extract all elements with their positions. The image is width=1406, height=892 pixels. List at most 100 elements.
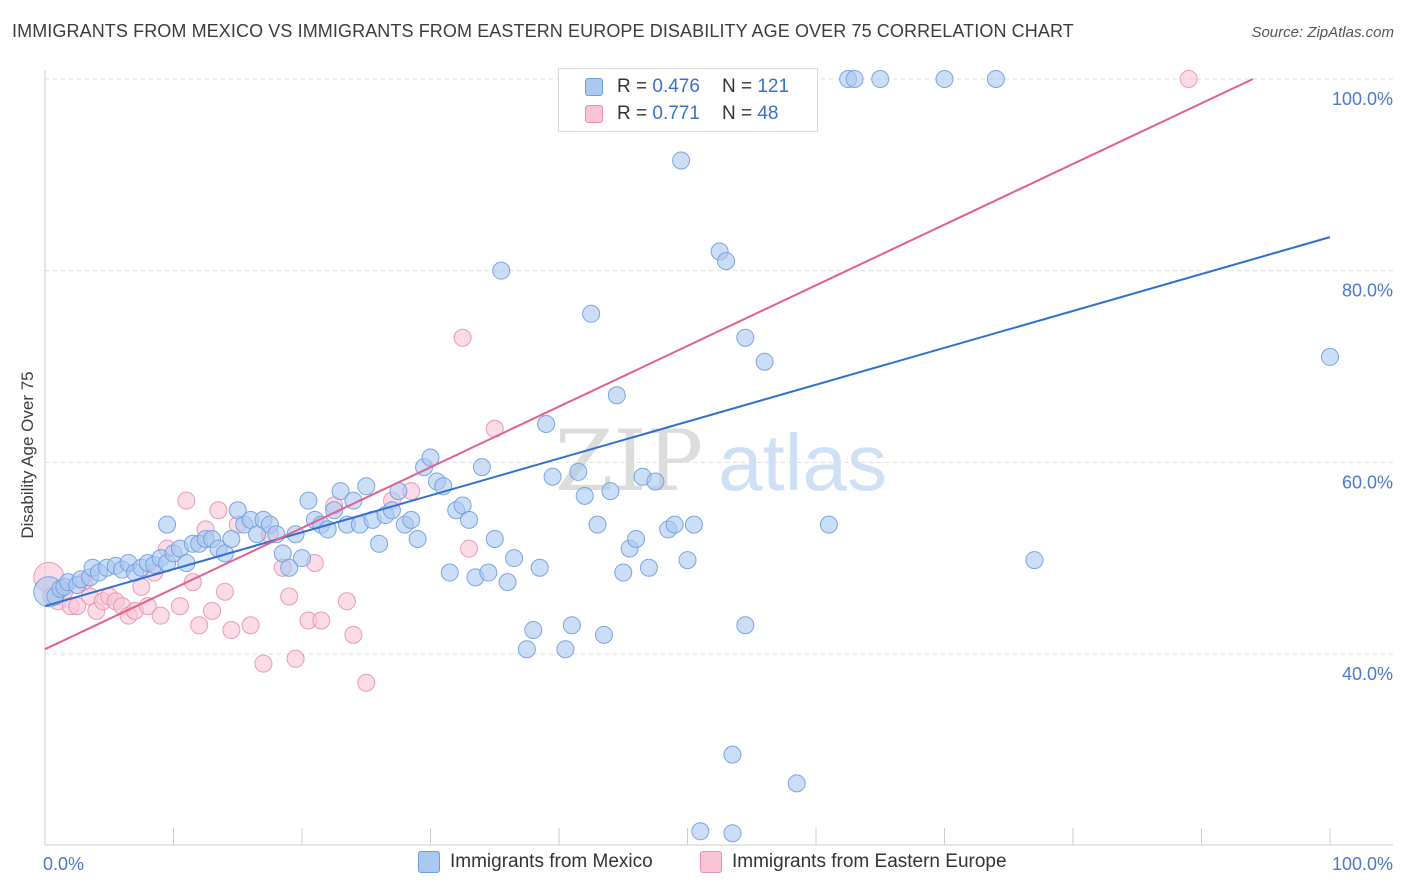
eastern-europe-point: [286, 649, 305, 668]
mexico-point: [299, 491, 318, 510]
mexico-point: [639, 558, 658, 577]
mexico-point: [158, 515, 177, 534]
mexico-point: [537, 415, 556, 433]
mexico-point: [871, 70, 890, 88]
mexico-point: [440, 563, 459, 582]
mexico-point: [505, 549, 524, 568]
mexico-point: [588, 515, 607, 534]
mexico-point: [357, 477, 376, 496]
eastern-europe-point: [209, 501, 228, 520]
tick-labels: 40.0% 60.0% 80.0% 100.0% 0.0% 100.0%: [43, 89, 1393, 874]
y-axis-label: Disability Age Over 75: [18, 371, 37, 538]
mexico-point: [402, 510, 421, 529]
mexico-point: [935, 70, 954, 88]
mexico-point: [1321, 347, 1339, 366]
mexico-point: [1025, 551, 1044, 570]
mexico-point: [492, 261, 511, 280]
mexico-point: [222, 530, 241, 548]
y-tick-label: 100.0%: [1332, 89, 1393, 109]
bottom-legend-label-mexico: Immigrants from Mexico: [450, 851, 653, 872]
legend-swatch-eastern-europe: [585, 105, 603, 123]
mexico-point: [672, 151, 691, 170]
x-tick-label: 0.0%: [43, 854, 84, 874]
legend-n-label: N =: [721, 76, 753, 97]
mexico-point: [479, 563, 498, 582]
eastern-europe-point: [357, 673, 376, 692]
mexico-point: [530, 558, 549, 577]
mexico-point: [607, 386, 626, 405]
bottom-legend-eastern-europe: Immigrants from Eastern Europe: [700, 851, 1007, 873]
legend-r-label: R =: [617, 76, 648, 97]
legend-r-value: 0.771: [652, 103, 700, 124]
eastern-europe-point: [215, 582, 234, 601]
mexico-point: [575, 486, 594, 505]
mexico-point: [370, 534, 389, 553]
x-tick-label: 100.0%: [1332, 854, 1393, 874]
eastern-europe-point: [177, 491, 196, 510]
mexico-point: [717, 252, 736, 271]
gridlines: [45, 78, 1393, 655]
mexico-point: [691, 822, 710, 841]
mexico-point: [331, 482, 350, 501]
eastern-europe-point: [190, 616, 209, 635]
mexico-point: [845, 70, 864, 88]
mexico-point: [627, 530, 646, 548]
axes: [44, 70, 1393, 846]
mexico-point: [986, 70, 1005, 88]
bottom-legend-label-eastern-europe: Immigrants from Eastern Europe: [732, 851, 1007, 872]
mexico-point: [736, 616, 755, 635]
legend-n-value: 121: [757, 76, 790, 97]
mexico-point: [755, 352, 774, 371]
eastern-europe-trend-line: [44, 78, 1254, 651]
mexico-point: [582, 304, 601, 323]
mexico-points: [33, 70, 1339, 843]
eastern-europe-point: [203, 601, 222, 620]
mexico-point: [543, 467, 562, 486]
y-tick-label: 60.0%: [1342, 472, 1393, 492]
eastern-europe-point: [170, 597, 189, 616]
mexico-point: [665, 515, 684, 534]
legend-n-value: 48: [757, 103, 779, 124]
mexico-point: [421, 448, 440, 467]
bottom-legend-swatch-eastern-europe: [700, 851, 722, 873]
legend-row-mexico: R = 0.476 N = 121: [585, 75, 789, 99]
eastern-europe-point: [337, 592, 356, 611]
legend-swatch-mexico: [585, 78, 603, 96]
eastern-europe-point: [151, 606, 170, 625]
y-tick-label: 80.0%: [1342, 281, 1393, 301]
watermark-atlas: atlas: [718, 418, 887, 507]
mexico-point: [280, 558, 299, 577]
mexico-point: [678, 551, 697, 570]
eastern-europe-point: [241, 616, 260, 635]
mexico-point: [569, 462, 588, 481]
mexico-point: [646, 472, 665, 491]
mexico-point: [498, 573, 517, 592]
mexico-point: [293, 549, 311, 568]
mexico-point: [723, 824, 742, 843]
legend-n-label: N =: [721, 103, 753, 124]
correlation-legend: R = 0.476 N = 121 R = 0.771 N = 48: [558, 68, 818, 132]
legend-row-eastern-europe: R = 0.771 N = 48: [585, 102, 778, 126]
eastern-europe-point: [453, 328, 472, 347]
mexico-point: [736, 328, 755, 347]
mexico-point: [594, 625, 613, 644]
mexico-point: [601, 482, 620, 501]
y-tick-label: 40.0%: [1342, 664, 1393, 684]
eastern-europe-point: [280, 587, 299, 606]
eastern-europe-point: [222, 621, 241, 640]
eastern-europe-point: [1179, 70, 1198, 88]
mexico-point: [485, 530, 504, 548]
eastern-europe-point: [344, 625, 363, 644]
mexico-point: [787, 774, 806, 793]
bottom-legend-mexico: Immigrants from Mexico: [418, 851, 653, 873]
chart-title: IMMIGRANTS FROM MEXICO VS IMMIGRANTS FRO…: [12, 21, 1074, 41]
mexico-point: [723, 745, 742, 764]
eastern-europe-point: [254, 654, 273, 673]
mexico-point: [556, 640, 575, 659]
mexico-point: [684, 515, 703, 534]
bottom-legend-swatch-mexico: [418, 851, 440, 873]
mexico-point: [517, 640, 536, 659]
eastern-europe-point: [460, 539, 479, 558]
mexico-point: [472, 458, 491, 477]
